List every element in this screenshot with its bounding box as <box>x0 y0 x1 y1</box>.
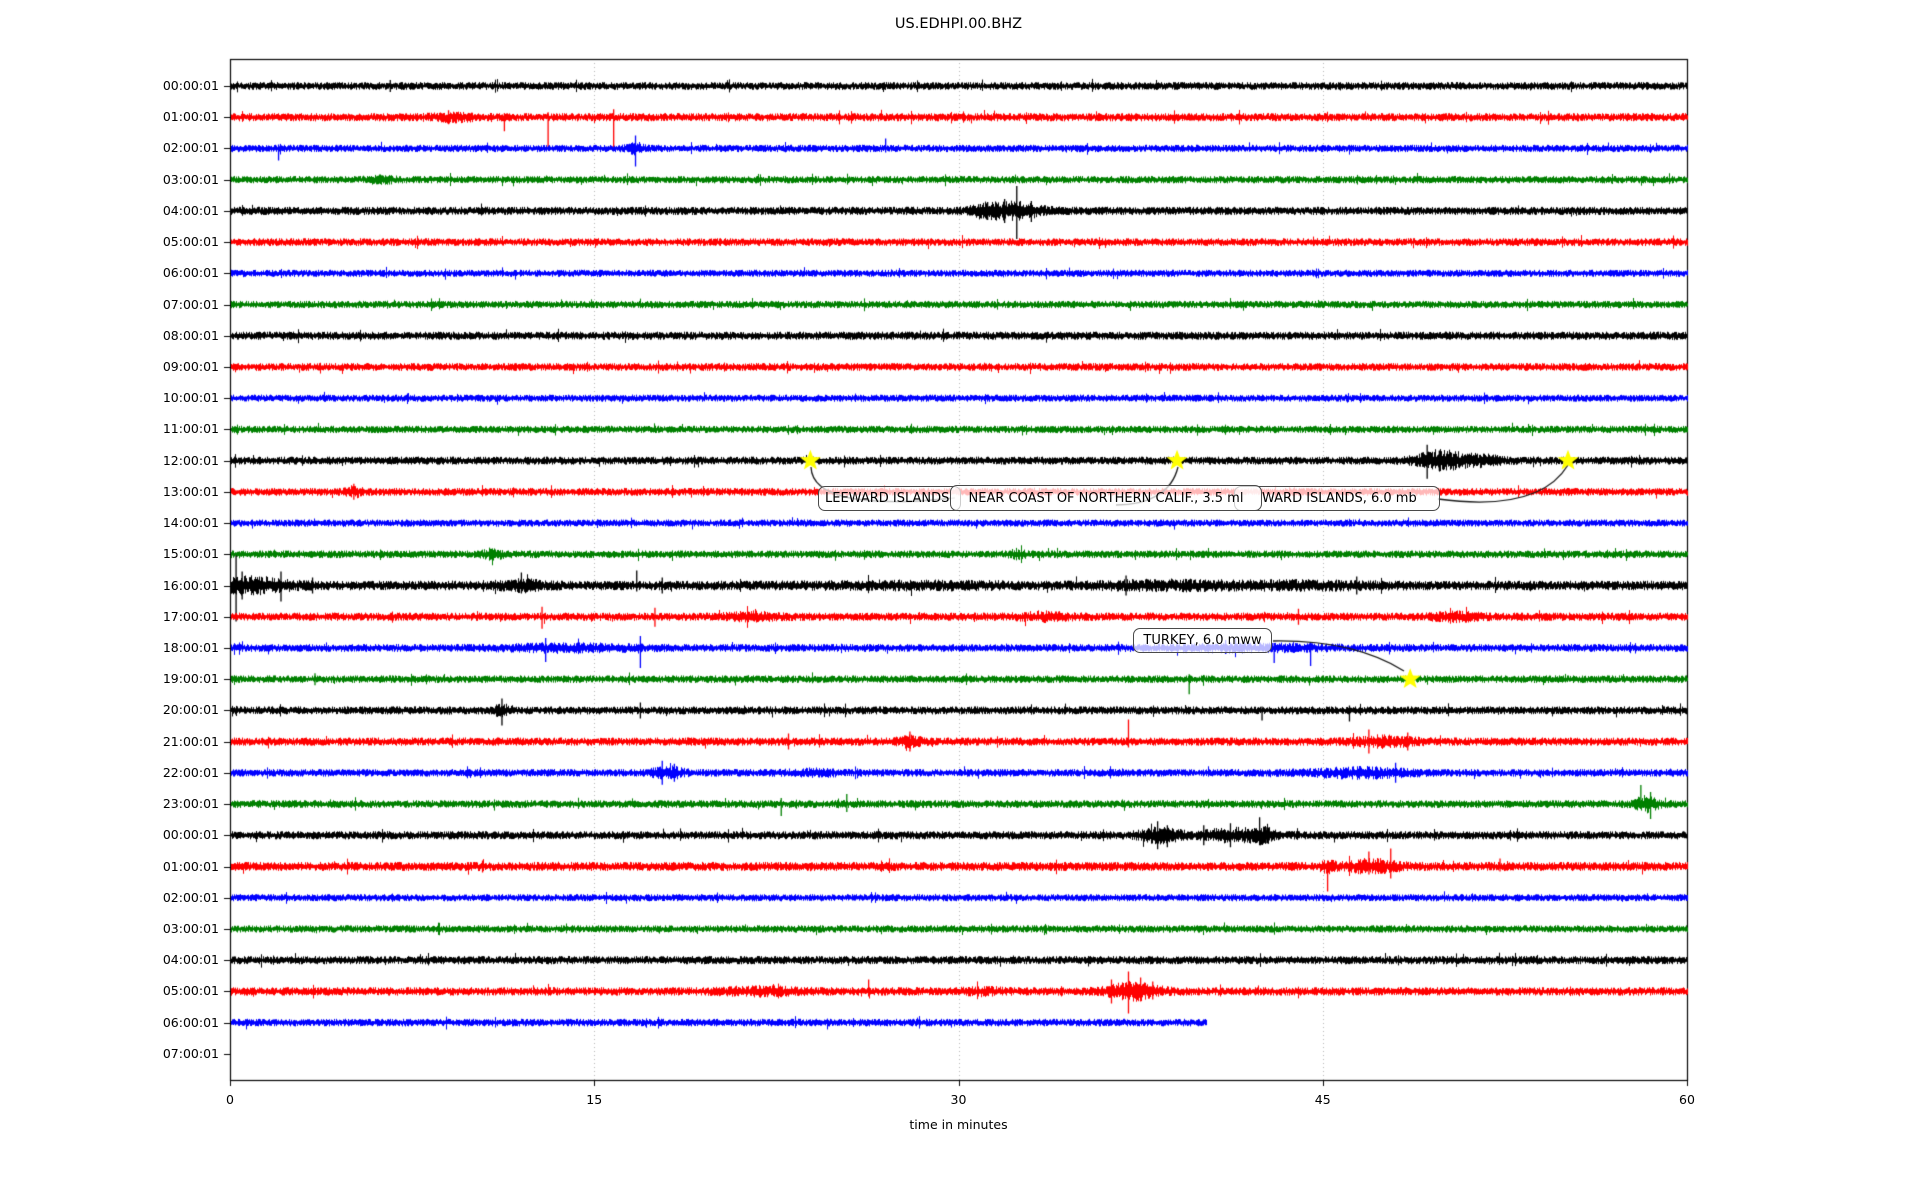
y-axis-label: 15:00:01 <box>162 546 219 562</box>
y-axis-label: 00:00:01 <box>162 78 219 93</box>
annotation-text: TURKEY, 6.0 mww <box>1143 633 1262 648</box>
y-axis-label: 12:00:01 <box>162 452 219 468</box>
y-axis-label: 06:00:01 <box>162 265 219 281</box>
annotation-box-turkey: TURKEY, 6.0 mww <box>1133 628 1272 653</box>
y-axis-label: 02:00:01 <box>162 140 219 156</box>
x-axis-title: time in minutes <box>909 1117 1008 1132</box>
y-axis-label: 04:00:01 <box>162 202 219 218</box>
y-axis-label: 03:00:01 <box>162 171 219 187</box>
y-axis-label: 09:00:01 <box>162 358 219 374</box>
x-axis-tick-label: 60 <box>1679 1092 1695 1107</box>
y-axis-label: 21:00:01 <box>162 733 219 749</box>
y-axis-label: 05:00:01 <box>162 234 219 250</box>
y-axis-label: 19:00:01 <box>162 671 219 687</box>
y-axis-label: 05:00:01 <box>162 983 219 999</box>
y-axis-label: 03:00:01 <box>162 920 219 936</box>
x-axis-tick-label: 15 <box>586 1092 603 1107</box>
y-axis-label: 07:00:01 <box>162 296 219 312</box>
x-axis-tick-label: 30 <box>950 1092 967 1107</box>
page-title: US.EDHPI.00.BHZ <box>894 16 1023 32</box>
y-axis-label: 23:00:01 <box>162 796 219 812</box>
y-axis-label: 20:00:01 <box>162 702 219 718</box>
y-axis-label: 08:00:01 <box>162 327 219 343</box>
y-axis-label: 22:00:01 <box>162 764 219 780</box>
annotation-box-leeward-1: LEEWARD ISLANDS <box>818 486 961 511</box>
y-axis-label: 13:00:01 <box>162 483 219 499</box>
annotation-text: LEEWARD ISLANDS <box>825 491 950 506</box>
y-axis-label: 16:00:01 <box>162 577 219 593</box>
x-axis-tick-label: 45 <box>1314 1092 1331 1107</box>
y-axis-label: 11:00:01 <box>162 421 219 437</box>
y-axis-label: 01:00:01 <box>162 109 219 125</box>
y-axis-label: 04:00:01 <box>162 952 219 968</box>
y-axis-label: 06:00:01 <box>162 1014 219 1030</box>
y-axis-label: 18:00:01 <box>162 639 219 655</box>
y-axis-label: 01:00:01 <box>162 858 219 874</box>
y-axis-label: 02:00:01 <box>162 889 219 905</box>
annotation-box-near-coast: NEAR COAST OF NORTHERN CALIF., 3.5 ml <box>950 485 1262 511</box>
y-axis-label: 17:00:01 <box>162 608 219 624</box>
x-axis-tick-label: 0 <box>226 1092 234 1107</box>
y-axis-label: 07:00:01 <box>162 1045 219 1061</box>
annotation-text: NEAR COAST OF NORTHERN CALIF., 3.5 ml <box>968 490 1244 506</box>
y-axis-label: 10:00:01 <box>162 390 219 406</box>
annotation-text: WARD ISLANDS, 6.0 mb <box>1262 491 1417 506</box>
y-axis-label: 14:00:01 <box>162 515 219 531</box>
y-axis-label: 00:00:01 <box>162 827 219 843</box>
annotation-box-leeward-2: WARD ISLANDS, 6.0 mb <box>1234 486 1440 511</box>
